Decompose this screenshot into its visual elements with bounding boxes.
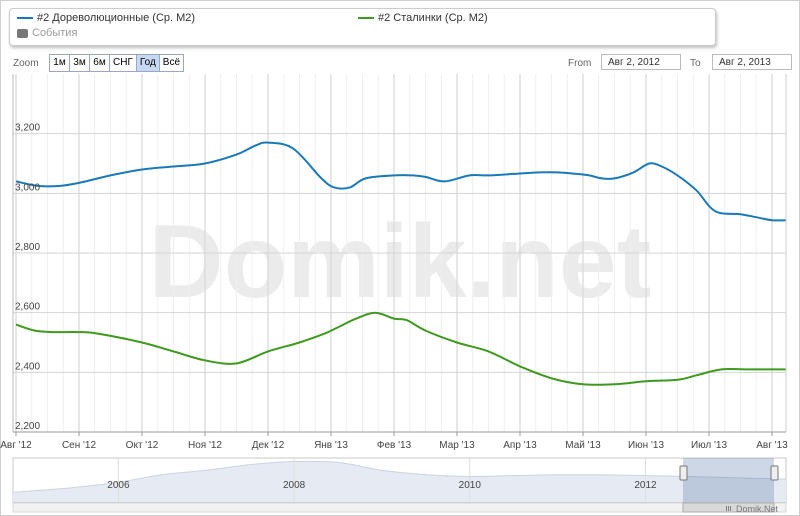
navigator: 2006 2008 2010 2012 III xyxy=(12,457,787,513)
legend-events-label: События xyxy=(32,27,78,39)
chart-axes: 2,200 2,400 2,600 2,800 3,000 3,200 Авг '12 Сен… xyxy=(0,74,788,451)
navigator-scrollbar-thumb[interactable] xyxy=(682,502,775,513)
y-tick-label: 2,600 xyxy=(15,302,40,313)
legend-item-series1[interactable]: #2 Дореволюционные (Ср. М2) xyxy=(17,12,195,24)
y-tick-label: 3,200 xyxy=(15,123,40,134)
y-tick-label: 2,800 xyxy=(15,242,40,253)
zoom-1m-button[interactable]: 1м xyxy=(50,55,70,71)
navigator-year-label: 2010 xyxy=(459,480,482,491)
navigator-year-label: 2012 xyxy=(634,480,657,491)
legend-item-series2[interactable]: #2 Сталинки (Ср. М2) xyxy=(358,12,488,24)
x-tick-label: Сен '12 xyxy=(62,440,97,451)
chart-legend: #2 Дореволюционные (Ср. М2) #2 Сталинки … xyxy=(9,8,716,46)
range-to-input[interactable]: Авг 2, 2013 xyxy=(712,54,792,70)
navigator-line xyxy=(12,460,787,493)
x-tick-label: Авг '12 xyxy=(0,440,32,451)
watermark-text: Domik.net xyxy=(149,204,652,320)
legend-item-events[interactable]: События xyxy=(17,27,77,39)
navigator-year-label: 2006 xyxy=(107,480,130,491)
chart-grid xyxy=(13,74,786,433)
x-tick-label: Ноя '12 xyxy=(188,440,222,451)
navigator-right-handle[interactable] xyxy=(770,465,779,481)
zoom-3m-button[interactable]: 3м xyxy=(70,55,90,71)
zoom-1y-button[interactable]: Год xyxy=(136,55,160,71)
legend-series2-label: #2 Сталинки (Ср. М2) xyxy=(378,12,488,24)
x-tick-label: Июл '13 xyxy=(691,440,728,451)
zoom-6m-button[interactable]: 6м xyxy=(90,55,110,71)
range-to-label: To xyxy=(690,58,701,69)
y-tick-label: 2,400 xyxy=(15,361,40,372)
navigator-left-handle[interactable] xyxy=(679,465,688,481)
x-tick-label: Фев '13 xyxy=(377,440,412,451)
x-tick-label: Апр '13 xyxy=(503,440,537,451)
x-tick-label: Окт '12 xyxy=(126,440,159,451)
legend-series1-label: #2 Дореволюционные (Ср. М2) xyxy=(37,12,196,24)
y-tick-label: 2,200 xyxy=(15,421,40,432)
y-tick-label: 3,000 xyxy=(15,182,40,193)
x-tick-label: Июн '13 xyxy=(628,440,664,451)
zoom-button-group: 1м 3м 6м СНГ Год Всё xyxy=(49,54,185,72)
navigator-area xyxy=(13,461,786,502)
x-tick-label: Май '13 xyxy=(565,440,601,451)
events-swatch-icon xyxy=(17,28,28,38)
series1-swatch-icon xyxy=(17,17,33,20)
range-from-label: From xyxy=(568,58,592,69)
navigator-selection xyxy=(683,458,774,502)
range-from-input[interactable]: Авг 2, 2012 xyxy=(601,54,681,70)
navigator-year-label: 2008 xyxy=(283,480,306,491)
zoom-label: Zoom xyxy=(13,58,39,69)
scrollbar-grip-icon: III xyxy=(726,506,732,513)
zoom-all-button[interactable]: Всё xyxy=(159,55,184,71)
credit-link[interactable]: Domik.Net xyxy=(735,504,778,514)
series2-line xyxy=(15,311,786,386)
x-tick-label: Янв '13 xyxy=(314,440,348,451)
chart-series xyxy=(15,141,786,386)
x-tick-label: Авг '13 xyxy=(756,440,788,451)
x-tick-label: Дек '12 xyxy=(252,440,285,451)
series2-swatch-icon xyxy=(358,17,374,20)
series1-line xyxy=(15,141,786,222)
navigator-scrollbar-track xyxy=(12,502,787,513)
x-tick-label: Мар '13 xyxy=(439,440,475,451)
zoom-ytd-button[interactable]: СНГ xyxy=(110,55,137,71)
range-selector: Zoom 1м 3м 6м СНГ Год Всё From Авг 2, 20… xyxy=(0,52,800,74)
